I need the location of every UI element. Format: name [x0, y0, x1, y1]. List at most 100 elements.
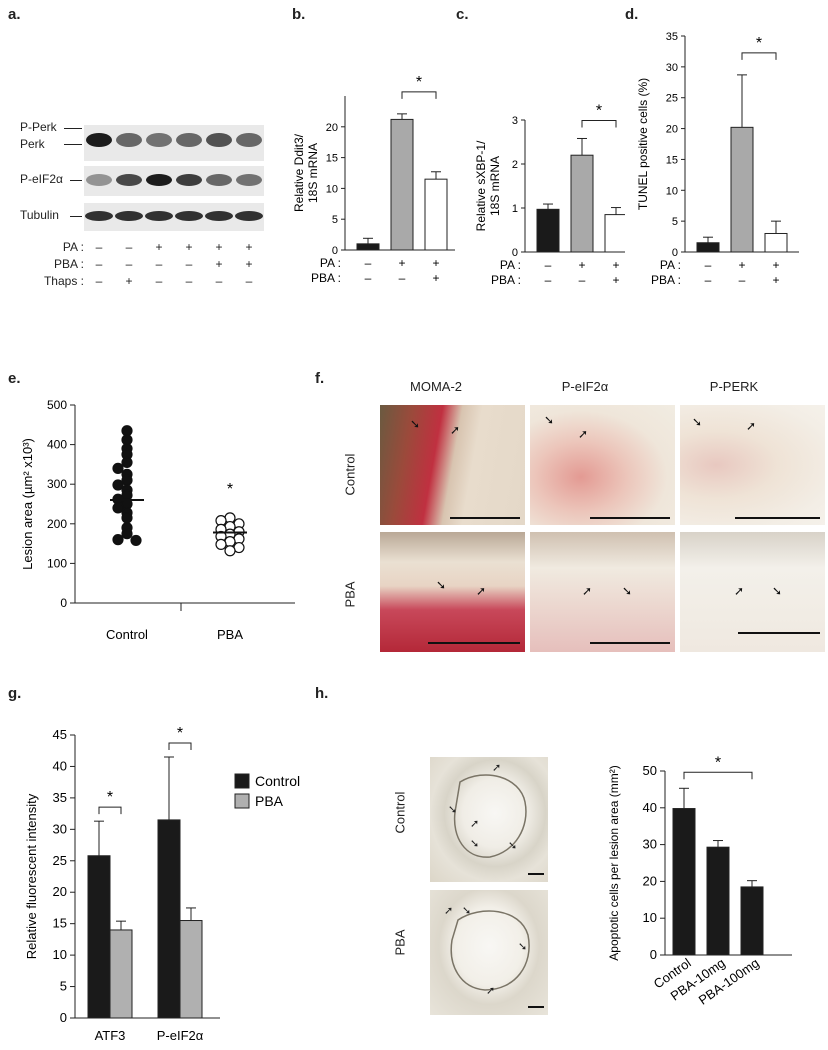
row-label-pba: PBA [392, 929, 408, 956]
condition-label: PA : [660, 258, 681, 272]
micrograph-p-eif2a-control: ➘ ➚ [530, 405, 675, 525]
y-tick-label: 25 [53, 853, 67, 868]
x-tick-label: ATF3 [95, 1028, 126, 1043]
micrograph-moma2-control: ➘ ➚ [380, 405, 525, 525]
y-tick-label: 5 [332, 214, 338, 226]
y-tick-label: 5 [60, 979, 67, 994]
data-point [121, 456, 133, 469]
panel-a-western-blot: P-Perk Perk P-eIF2α Tubulin PA : – – + + + + PB… [0, 0, 290, 300]
y-tick-label: 0 [60, 596, 67, 610]
y-tick-label: 30 [53, 821, 67, 836]
significance-star: * [715, 754, 721, 771]
significance-bracket [98, 806, 122, 815]
arrow-icon: ➚ [582, 584, 593, 598]
x-tick-label: PBA [217, 627, 243, 642]
scale-bar [738, 632, 820, 634]
x-tick-label: P-eIF2α [157, 1028, 204, 1043]
bar [604, 214, 625, 253]
y-tick-label: 10 [666, 185, 678, 197]
blot-strip-perk [84, 125, 264, 161]
data-point [224, 545, 236, 557]
scale-bar [528, 1006, 544, 1008]
treatment-cell: + [245, 240, 253, 254]
blot-band-tubulin [85, 211, 113, 221]
significance-bracket [741, 52, 777, 60]
y-tick-label: 10 [53, 947, 67, 962]
blot-band-p-eif2a [206, 174, 232, 186]
blot-band-perk [206, 133, 232, 147]
bar [356, 243, 380, 251]
bar [740, 886, 764, 956]
micrograph-p-perk-control: ➘ ➚ [680, 405, 825, 525]
blot-bands [85, 133, 263, 221]
data-point [112, 462, 124, 474]
chart-h-apoptotic: 0 10 20 30 40 50 Apoptotic cells per lesion ar… [607, 754, 792, 1008]
blot-strip-p-eif2a [84, 166, 264, 196]
condition-cell: + [772, 258, 779, 272]
micrograph-h-pba: ➚ ➘ ➘ ➚ [430, 890, 548, 1015]
arrow-icon: ➘ [772, 584, 783, 598]
treatment-cell: – [185, 257, 193, 271]
y-tick-label: 0 [60, 1010, 67, 1025]
arrow-icon: ➚ [578, 427, 589, 441]
chart-e-lesion-area: 0 100 200 300 400 500 Lesion area (µm² x10³) Co… [20, 398, 295, 642]
treatment-label: PA : [62, 240, 84, 254]
bar [390, 118, 414, 251]
significance-star: * [416, 74, 422, 91]
blot-band-perk [176, 133, 202, 147]
y-tick-label: 10 [643, 910, 657, 925]
condition-cell: – [739, 273, 746, 287]
y-tick-label: 30 [666, 62, 678, 74]
arrow-icon: ➚ [486, 985, 496, 997]
treatment-cell: + [185, 240, 193, 254]
panel-label-f: f. [315, 370, 325, 387]
significance-star: * [177, 725, 183, 742]
y-tick-label: 35 [53, 790, 67, 805]
blot-band-perk [236, 133, 262, 147]
bar [424, 178, 448, 251]
data-point [112, 502, 124, 514]
micrograph-p-eif2a-pba: ➚ ➘ [530, 532, 675, 652]
chart-d-tunel: 0 5 10 15 20 25 30 35 TUNEL positive cells (%) * P… [636, 31, 799, 287]
blot-label-tubulin: Tubulin [20, 208, 59, 222]
data-point [130, 534, 142, 547]
blot-marker-line [70, 216, 82, 217]
blot-marker-line [64, 128, 82, 129]
data-point [112, 479, 124, 491]
y-tick-label: 500 [47, 398, 67, 412]
arrow-icon: ➘ [410, 417, 421, 431]
y-axis-label: Relative Ddit3/18S mRNA [292, 133, 320, 212]
scale-bar [735, 517, 820, 519]
arrow-icon: ➘ [448, 804, 458, 816]
y-axis-label: Relative fluorescent intensity [24, 793, 39, 959]
blot-band-perk [86, 133, 112, 147]
panel-f-micrographs: MOMA-2 P-eIF2α P-PERK Control PBA ➘ ➚ ➘ … [330, 375, 828, 665]
blot-marker-line [70, 180, 82, 181]
y-axis-label: Lesion area (µm² x10³) [20, 438, 35, 570]
legend-swatch [234, 773, 250, 789]
blot-band-p-eif2a [146, 174, 172, 186]
significance-star: * [596, 102, 602, 119]
data-point [112, 534, 124, 546]
col-header-p-eif2a: P-eIF2α [561, 379, 609, 394]
bar [730, 126, 754, 253]
treatment-cell: + [125, 274, 133, 288]
treatment-cell: – [155, 257, 163, 271]
arrow-icon: ➘ [692, 415, 703, 429]
condition-cell: + [612, 273, 619, 287]
blot-label-p-eif2a: P-eIF2α [20, 172, 63, 186]
treatment-cell: – [185, 274, 193, 288]
y-tick-label: 20 [643, 873, 657, 888]
arrow-icon: ➘ [544, 413, 555, 427]
bar [179, 920, 203, 1019]
significance-bracket [401, 91, 437, 99]
chart-g-fluorescence: 0 5 10 15 20 25 30 35 40 45 Relative fluorescent i… [24, 725, 300, 1043]
y-tick-label: 200 [47, 517, 67, 531]
y-tick-label: 5 [672, 216, 678, 228]
condition-cell: + [578, 258, 585, 272]
arrow-icon: ➚ [476, 584, 487, 598]
condition-cell: + [432, 256, 439, 270]
condition-cell: + [738, 258, 745, 272]
data-point [121, 512, 133, 524]
